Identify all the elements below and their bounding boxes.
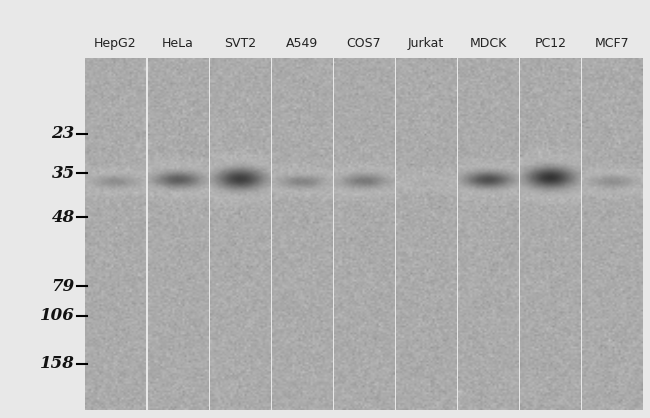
Text: HeLa: HeLa	[162, 37, 194, 50]
Bar	[84, 410, 644, 418]
Text: HepG2: HepG2	[94, 37, 137, 50]
Text: 48: 48	[51, 209, 75, 226]
Bar	[0, 0, 84, 418]
Text: 23: 23	[51, 125, 75, 142]
Text: 79: 79	[51, 278, 75, 295]
Text: 158: 158	[40, 355, 75, 372]
Text: 35: 35	[51, 165, 75, 182]
Text: A549: A549	[286, 37, 318, 50]
Text: MCF7: MCF7	[595, 37, 630, 50]
Text: SVT2: SVT2	[224, 37, 256, 50]
Text: Jurkat: Jurkat	[408, 37, 444, 50]
Text: COS7: COS7	[346, 37, 382, 50]
Text: MDCK: MDCK	[469, 37, 507, 50]
Bar	[84, 0, 644, 59]
Text: 106: 106	[40, 307, 75, 324]
Text: PC12: PC12	[534, 37, 566, 50]
